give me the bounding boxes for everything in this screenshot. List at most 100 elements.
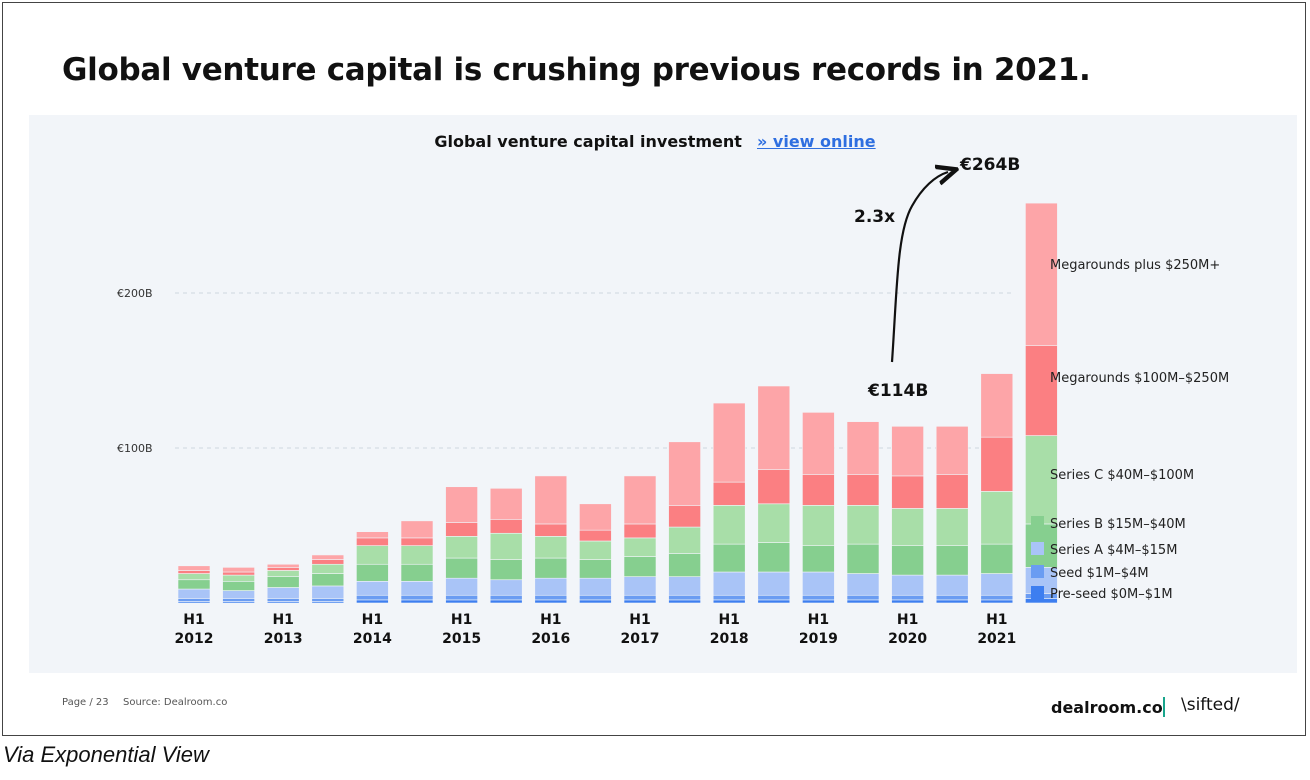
bar-segment-series_a	[445, 577, 478, 596]
legend-swatch-series_b	[1031, 516, 1044, 529]
bar-segment-series_b	[356, 563, 389, 582]
legend-label-series_c: Series C $40M–$100M	[1050, 468, 1194, 483]
bar-segment-pre_seed	[846, 599, 880, 604]
bar-segment-pre_seed	[623, 599, 657, 604]
bar-segment-series_b	[222, 580, 255, 591]
x-tick-label-year: 2019	[799, 631, 838, 647]
legend-swatch-pre_seed	[1031, 586, 1044, 599]
bar-segment-mega	[757, 469, 791, 505]
bar-segment-series_c	[400, 545, 434, 565]
bar-segment-megaplus	[534, 475, 568, 525]
bar-segment-mega	[1025, 345, 1058, 436]
bar-segment-seed	[400, 594, 434, 601]
bar-segment-seed	[222, 598, 255, 602]
bar-segment-series_b	[311, 573, 345, 587]
bar-segment-series_b	[712, 543, 746, 573]
legend-swatch-seed	[1031, 565, 1044, 578]
bar-segment-seed	[177, 598, 211, 602]
bar-segment-seed	[668, 594, 701, 601]
bar-segment-seed	[757, 594, 791, 601]
bar-segment-pre_seed	[802, 599, 835, 604]
chart-title: Global venture capital investment	[434, 132, 742, 151]
bar-segment-mega	[802, 474, 835, 506]
bar-segment-megaplus	[891, 425, 924, 477]
bar-segment-mega	[891, 475, 924, 509]
bar-segment-megaplus	[177, 565, 211, 571]
growth-arrow	[890, 172, 948, 363]
x-tick-label-year: 2017	[621, 631, 660, 647]
bar-segment-mega	[356, 537, 389, 546]
bar-segment-series_a	[712, 571, 746, 596]
headline: Global venture capital is crushing previ…	[62, 52, 1091, 88]
footer-page-number: Page / 23	[62, 697, 109, 708]
bar-segment-series_a	[668, 576, 701, 596]
chart-title-row: Global venture capital investment » view…	[0, 132, 1310, 151]
bar-segment-seed	[891, 594, 924, 601]
bar-segment-series_b	[846, 543, 880, 574]
bar-segment-series_b	[891, 545, 924, 576]
x-tick-label-half: H1	[451, 612, 472, 628]
x-tick-label-half: H1	[629, 612, 650, 628]
bar-segment-series_c	[579, 540, 612, 560]
bar-segment-megaplus	[489, 487, 523, 520]
bar-segment-series_a	[623, 576, 657, 596]
bar-segment-series_c	[712, 505, 746, 545]
bar-segment-megaplus	[579, 503, 612, 531]
x-tick-label-year: 2015	[442, 631, 481, 647]
footer-source: Source: Dealroom.co	[123, 697, 228, 708]
bar-segment-megaplus	[712, 402, 746, 483]
image-caption: Via Exponential View	[3, 742, 209, 767]
legend-label-pre_seed: Pre-seed $0M–$1M	[1050, 587, 1173, 602]
bar-segment-seed	[935, 594, 969, 601]
y-tick-label: €100B	[117, 442, 153, 455]
bar-segment-seed	[311, 598, 345, 602]
bar-segment-series_c	[266, 570, 300, 577]
bar-segment-series_a	[400, 580, 434, 596]
bar-segment-series_c	[802, 505, 835, 546]
bar-segment-megaplus	[802, 412, 835, 475]
bar-segment-series_c	[891, 508, 924, 546]
bar-segment-seed	[534, 594, 568, 601]
grid-lines	[175, 292, 1015, 449]
bar-segment-series_b	[266, 576, 300, 588]
bar-segment-series_b	[445, 557, 478, 579]
bar-segment-series_a	[980, 573, 1014, 596]
y-axis-ticks: €100B €200B	[117, 287, 153, 455]
bar-segment-series_c	[935, 508, 969, 546]
x-tick-label-half: H1	[808, 612, 829, 628]
bar-segment-series_a	[356, 580, 389, 596]
bar-segment-pre_seed	[980, 599, 1014, 604]
bar-segment-series_b	[534, 557, 568, 579]
y-tick-label: €200B	[117, 287, 153, 300]
bar-segment-mega	[534, 523, 568, 537]
bar-segment-megaplus	[222, 567, 255, 573]
bar-segment-mega	[445, 522, 478, 537]
bar-segment-seed	[712, 594, 746, 601]
bar-segment-series_b	[668, 553, 701, 577]
bar-segment-megaplus	[1025, 202, 1058, 347]
x-tick-label-year: 2016	[531, 631, 570, 647]
bar-segment-pre_seed	[400, 599, 434, 604]
bar-segment-seed	[802, 594, 835, 601]
legend: Pre-seed $0M–$1M Seed $1M–$4M Series A $4M…	[1031, 257, 1229, 602]
bar-segment-mega	[846, 474, 880, 506]
bar-segment-series_c	[980, 491, 1014, 545]
view-online-link[interactable]: » view online	[757, 132, 876, 151]
x-tick-label-half: H1	[183, 612, 204, 628]
bar-segment-mega	[177, 570, 211, 574]
bar-segment-series_b	[757, 542, 791, 573]
bar-segment-pre_seed	[579, 599, 612, 604]
bar-segment-series_c	[534, 536, 568, 559]
legend-label-series_a: Series A $4M–$15M	[1050, 543, 1177, 558]
x-axis-labels: H1 2012 H1 2013 H1 2014 H1 2015 H1 2016 H1 2017 H1 20…	[175, 612, 1017, 647]
bar-segment-megaplus	[266, 563, 300, 568]
x-tick-label-half: H1	[897, 612, 918, 628]
bar-segment-series_c	[177, 573, 211, 581]
sifted-logo: \sifted/	[1181, 695, 1240, 715]
bar-segment-megaplus	[935, 425, 969, 475]
bar-segment-megaplus	[980, 373, 1014, 438]
bar-segment-mega	[266, 567, 300, 571]
legend-label-seed: Seed $1M–$4M	[1050, 566, 1149, 581]
bar-segment-series_a	[579, 577, 612, 596]
